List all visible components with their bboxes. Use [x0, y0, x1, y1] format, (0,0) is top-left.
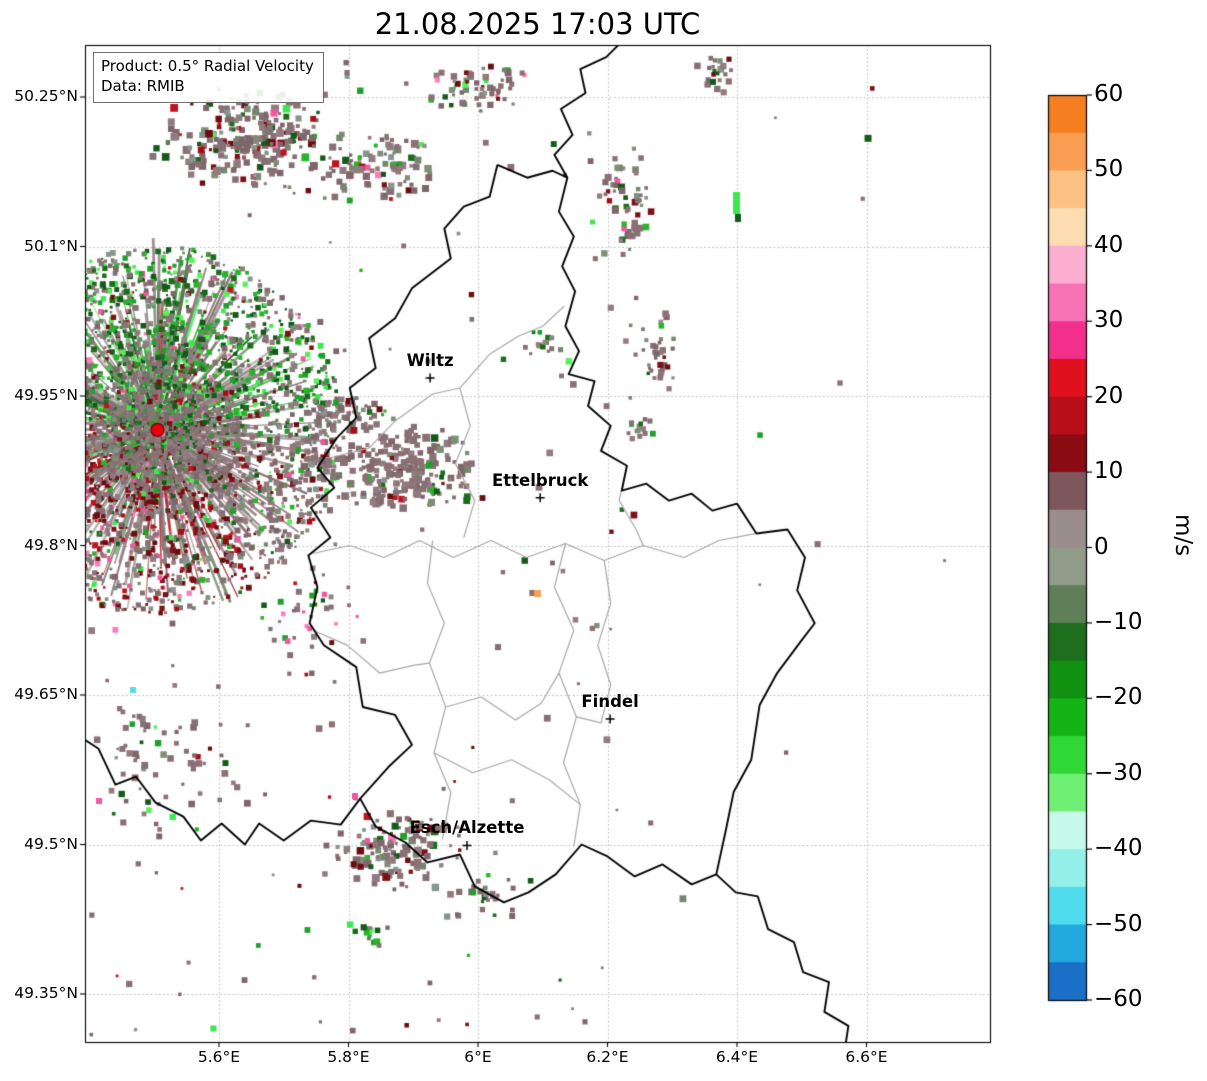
colorbar-tick-label: 0	[1094, 533, 1109, 560]
colorbar-tick-label: 30	[1094, 307, 1124, 334]
figure-title: 21.08.2025 17:03 UTC	[374, 7, 701, 41]
city-label: Wiltz	[406, 351, 454, 371]
lon-tick-label: 5.6°E	[197, 1048, 241, 1066]
city-label: Esch/Alzette	[409, 818, 525, 838]
colorbar-tick-label: −60	[1094, 986, 1143, 1012]
colorbar-tick-label: −10	[1094, 608, 1143, 635]
lat-tick-label: 49.5°N	[24, 834, 78, 853]
colorbar-tick-label: 10	[1094, 458, 1124, 485]
colorbar-tick-label: 60	[1094, 81, 1124, 107]
lon-tick-label: 6.6°E	[845, 1048, 888, 1066]
colorbar-tick-label: −40	[1094, 835, 1143, 862]
colorbar-tick-label: 40	[1094, 231, 1124, 258]
lat-tick-label: 49.65°N	[14, 685, 78, 703]
lat-tick-label: 49.95°N	[14, 386, 78, 404]
lat-tick-label: 49.35°N	[14, 984, 78, 1002]
lon-tick-label: 5.8°E	[327, 1048, 370, 1066]
lon-tick-label: 6.2°E	[586, 1048, 629, 1066]
product-info-box: Product: 0.5° Radial Velocity Data: RMIB	[93, 52, 324, 103]
colorbar-unit-label: m/s	[1170, 514, 1196, 557]
colorbar-tick-label: −30	[1094, 759, 1143, 786]
product-label: Product: 0.5° Radial Velocity	[101, 57, 314, 75]
city-label: Ettelbruck	[491, 470, 589, 490]
lon-tick-label: 6°E	[464, 1048, 492, 1066]
colorbar-tick-label: −20	[1094, 684, 1143, 711]
lat-tick-label: 50.1°N	[24, 236, 78, 255]
city-label: Findel	[581, 691, 639, 711]
lat-tick-label: 50.25°N	[14, 87, 78, 105]
colorbar-tick-label: 20	[1094, 382, 1124, 409]
data-source-label: Data: RMIB	[101, 76, 185, 95]
colorbar-tick-label: 50	[1094, 156, 1124, 183]
lon-tick-label: 6.4°E	[715, 1048, 759, 1066]
lat-tick-label: 49.8°N	[24, 535, 78, 554]
colorbar-tick-label: −50	[1094, 910, 1143, 937]
